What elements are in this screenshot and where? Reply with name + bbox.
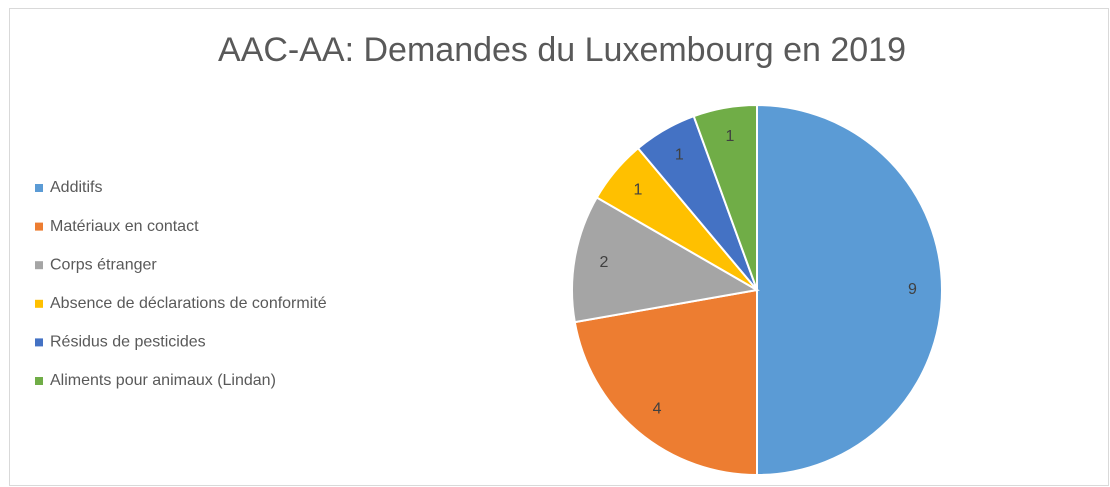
legend-label: Aliments pour animaux (Lindan) [50, 372, 276, 389]
data-label: 1 [675, 147, 684, 164]
data-label: 1 [726, 128, 735, 145]
legend-swatch [35, 184, 43, 192]
legend-swatch [35, 222, 43, 231]
pie-slice [692, 103, 758, 291]
legend-label: Absence de déclarations de conformité [50, 295, 327, 312]
data-label: 1 [634, 181, 643, 198]
pie-slice [756, 103, 943, 477]
data-label: 4 [653, 400, 662, 417]
legend-swatch [35, 338, 43, 347]
legend-swatch [35, 261, 43, 270]
pie-slice [573, 288, 758, 477]
data-label: 2 [600, 254, 609, 271]
chart-title: AAC-AA: Demandes du Luxembourg en 2019 [218, 31, 906, 69]
legend-swatch [35, 299, 43, 308]
legend-label: Additifs [50, 179, 102, 196]
chart-frame [9, 8, 1109, 486]
pie-slice [571, 196, 760, 324]
legend-label: Résidus de pesticides [50, 334, 206, 351]
legend-label: Corps étranger [50, 256, 157, 273]
legend-label: Matériaux en contact [50, 218, 199, 235]
legend-swatch [35, 377, 43, 385]
data-label: 9 [908, 281, 917, 298]
